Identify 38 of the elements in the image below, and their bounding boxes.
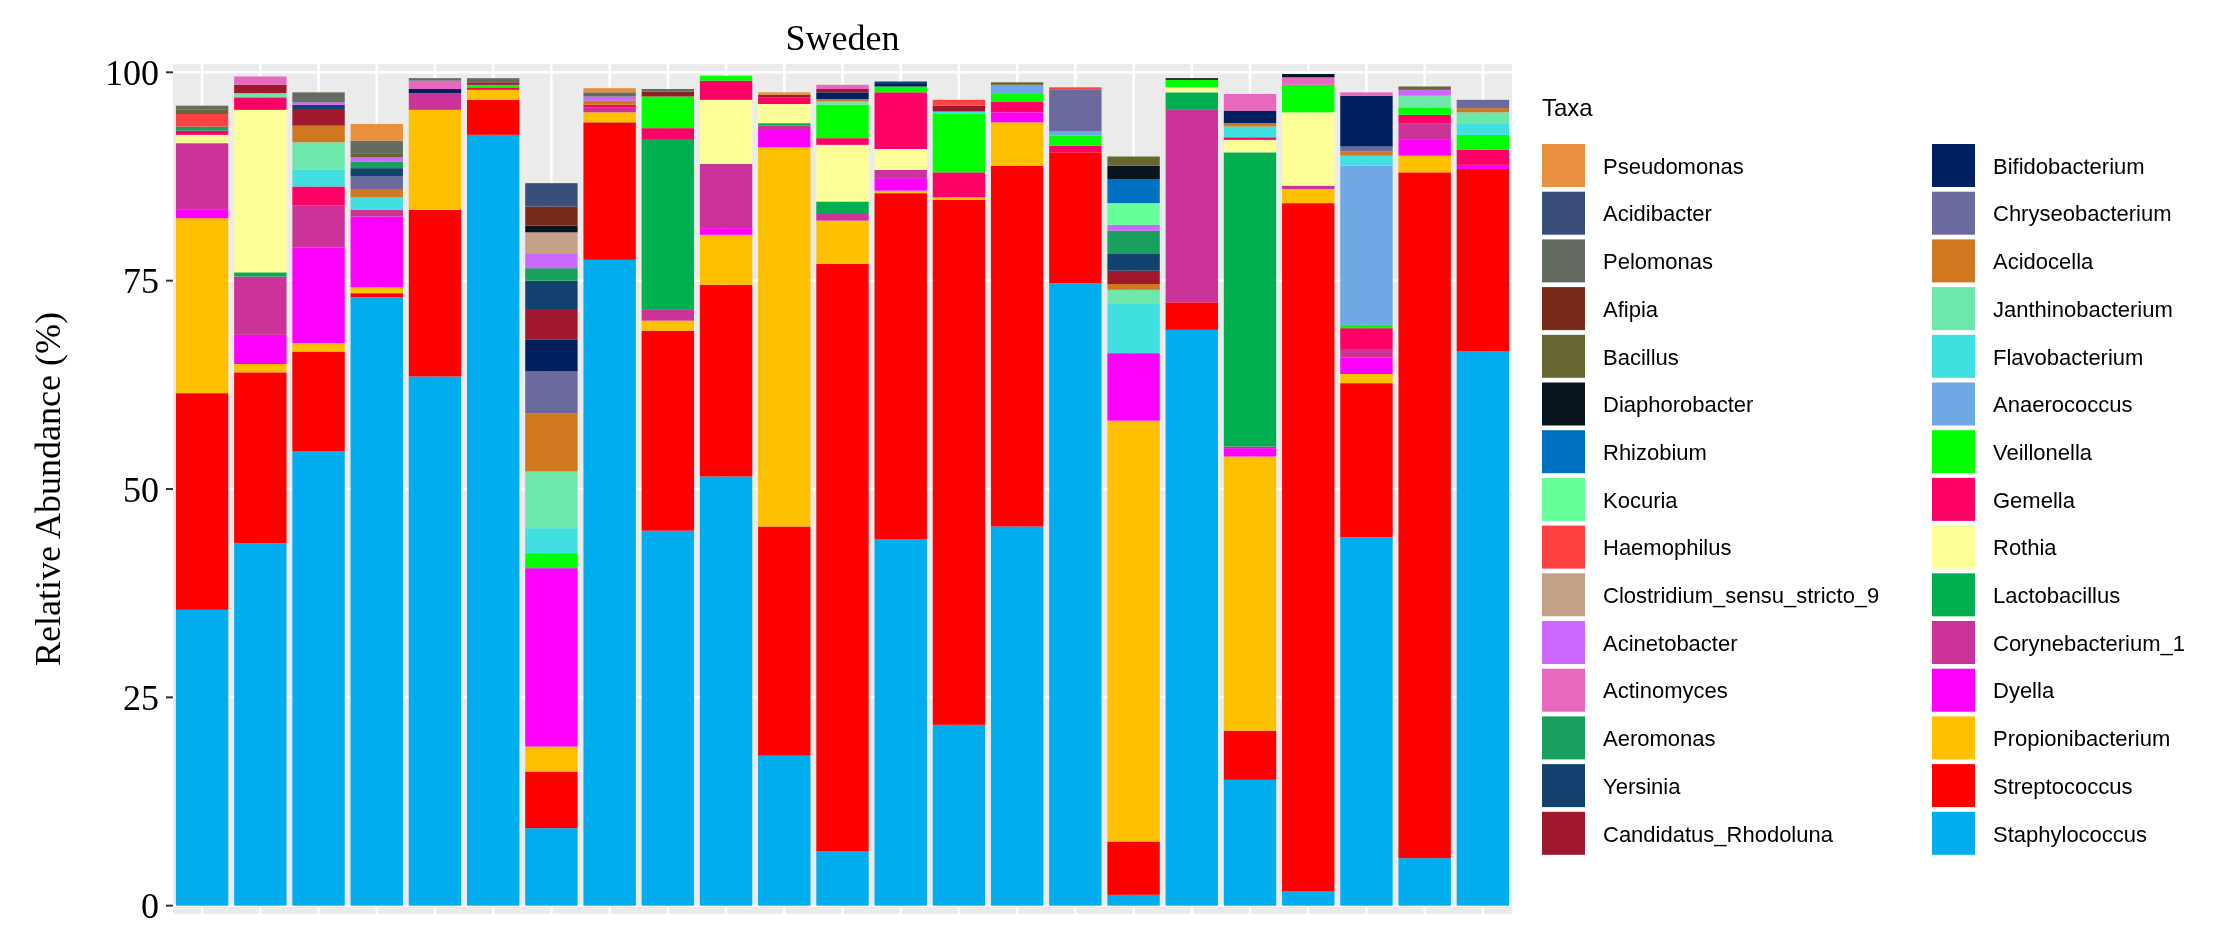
legend-label: Bacillus bbox=[1603, 344, 1679, 370]
legend-label: Propionibacterium bbox=[1993, 726, 2171, 752]
legend-label: Gemella bbox=[1993, 487, 2076, 513]
legend-label: Rhizobium bbox=[1603, 439, 1707, 465]
legend-label: Actinomyces bbox=[1603, 678, 1728, 704]
legend-label: Lactobacillus bbox=[1993, 583, 2121, 608]
legend-label: Acinetobacter bbox=[1603, 630, 1738, 656]
legend-label: Rothia bbox=[1993, 535, 2058, 561]
legend-label: Aeromonas bbox=[1603, 726, 1716, 752]
legend-label: Afipia bbox=[1603, 296, 1659, 322]
legend-label: Corynebacterium_1 bbox=[1993, 630, 2185, 656]
legend-label: Candidatus_Rhodoluna bbox=[1603, 821, 1834, 847]
legend-title: Taxa bbox=[1542, 94, 1594, 121]
legend-label: Pseudomonas bbox=[1603, 153, 1744, 179]
legend-label: Anaerococcus bbox=[1993, 392, 2133, 418]
legend-label: Diaphorobacter bbox=[1603, 392, 1754, 418]
legend-label: Staphylococcus bbox=[1993, 821, 2148, 847]
y-tick-label: 75 bbox=[123, 261, 159, 302]
legend-label: Flavobacterium bbox=[1993, 344, 2144, 370]
legend-label: Veillonella bbox=[1993, 439, 2093, 465]
y-tick-label: 50 bbox=[123, 469, 159, 510]
legend-label: Pelomonas bbox=[1603, 249, 1714, 275]
legend-label: Chryseobacterium bbox=[1993, 201, 2172, 227]
legend-label: Streptococcus bbox=[1993, 773, 2133, 799]
legend-label: Janthinobacterium bbox=[1993, 296, 2173, 322]
y-tick-label: 0 bbox=[141, 886, 159, 927]
legend-label: Clostridium_sensu_stricto_9 bbox=[1603, 583, 1880, 608]
legend-label: Acidibacter bbox=[1603, 201, 1712, 227]
legend-label: Yersinia bbox=[1603, 773, 1682, 799]
legend-label: Kocuria bbox=[1603, 487, 1679, 513]
y-tick-label: 100 bbox=[105, 52, 159, 93]
y-axis-title: Relative Abundance (%) bbox=[28, 312, 68, 666]
chart-title: Sweden bbox=[785, 18, 900, 58]
legend-label: Haemophilus bbox=[1603, 535, 1732, 561]
legend-label: Dyella bbox=[1993, 678, 2055, 704]
y-tick-label: 25 bbox=[123, 677, 159, 718]
legend-label: Acidocella bbox=[1993, 249, 2095, 275]
legend-label: Bifidobacterium bbox=[1993, 153, 2145, 179]
